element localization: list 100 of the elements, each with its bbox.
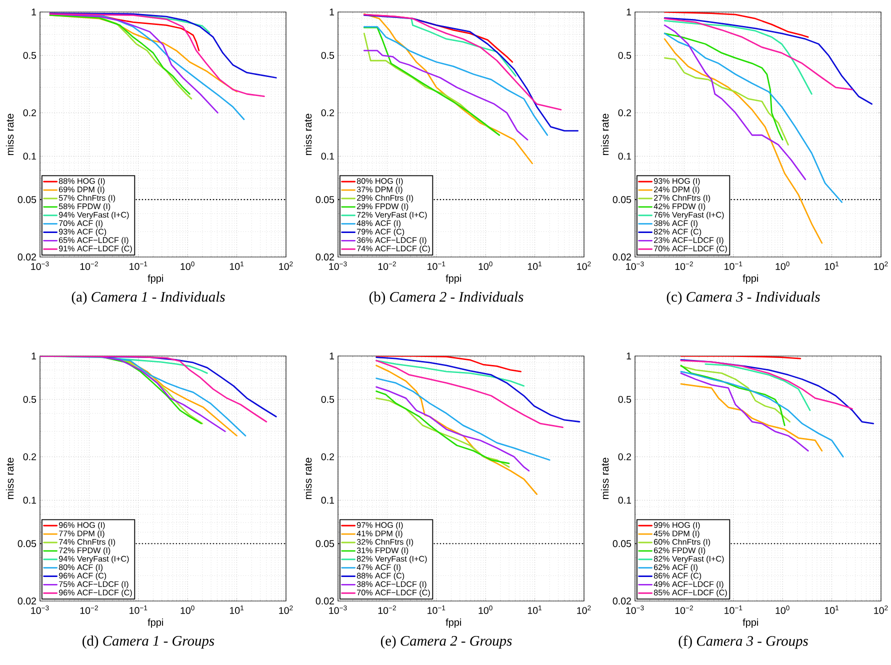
y-tick-label: 0.02 xyxy=(316,598,334,604)
legend-label: 96% ACF (C) xyxy=(58,572,106,580)
y-tick-label: 0.5 xyxy=(618,52,632,59)
y-tick-label: 0.2 xyxy=(321,109,334,116)
legend-label: 88% ACF (C) xyxy=(356,572,404,580)
legend-label: 70% ACF−LDCF (C) xyxy=(654,245,727,253)
x-tick-label: 10$^{0}$ xyxy=(478,262,492,270)
x-tick-label: 10$^{1}$ xyxy=(528,606,542,614)
y-axis-title: miss rate xyxy=(6,114,14,156)
legend-label: 82% VeryFast (I+C) xyxy=(654,556,724,564)
legend-label: 96% ACF−LDCF (C) xyxy=(58,589,132,597)
legend-label: 80% HOG (I) xyxy=(356,178,403,186)
y-axis-title: miss rate xyxy=(600,114,609,156)
legend-label: 91% ACF−LDCF (C) xyxy=(58,245,132,253)
x-axis-title: fppi xyxy=(446,274,461,284)
x-axis-title: fppi xyxy=(148,618,163,628)
legend-label: 74% ChnFtrs (I) xyxy=(59,538,116,546)
x-tick-label: 10$^{2}$ xyxy=(279,606,293,614)
legend-label: 94% VeryFast (I+C) xyxy=(58,556,129,564)
y-axis-title: miss rate xyxy=(600,458,609,500)
x-tick-label: 10$^{−1}$ xyxy=(130,262,148,270)
x-axis-title: fppi xyxy=(148,274,163,284)
legend-label: 80% ACF (I) xyxy=(58,564,102,572)
legend-label: 72% VeryFast (I+C) xyxy=(357,212,427,220)
x-tick-label: 10$^{2}$ xyxy=(874,262,888,270)
y-tick-label: 0.05 xyxy=(316,196,334,204)
y-axis-title: miss rate xyxy=(304,458,312,500)
legend-label: 85% ACF−LDCF (C) xyxy=(654,589,727,597)
legend-label: 29% FPDW (I) xyxy=(357,203,408,211)
y-tick-label: 0.2 xyxy=(23,453,36,460)
y-tick-label: 0.02 xyxy=(18,598,36,604)
y-tick-label: 0.05 xyxy=(18,196,36,204)
y-tick-label: 0.2 xyxy=(23,109,36,116)
x-tick-label: 10$^{0}$ xyxy=(180,262,194,270)
legend-label: 49% ACF−LDCF (I) xyxy=(654,581,724,589)
y-tick-label: 0.1 xyxy=(618,152,632,160)
x-tick-label: 10$^{−1}$ xyxy=(724,606,742,614)
legend-label: 77% DPM (I) xyxy=(59,530,104,538)
x-tick-label: 10$^{1}$ xyxy=(230,606,244,614)
legend-label: 70% ACF (I) xyxy=(59,220,102,228)
x-tick-label: 10$^{−2}$ xyxy=(378,606,396,614)
legend-label: 41% DPM (I) xyxy=(356,530,402,538)
x-tick-label: 10$^{−3}$ xyxy=(626,262,644,270)
x-tick-label: 10$^{−2}$ xyxy=(80,606,98,614)
x-tick-label: 10$^{−2}$ xyxy=(80,262,98,270)
legend-label: 86% ACF (C) xyxy=(654,572,702,580)
y-tick-label: 0.02 xyxy=(612,598,631,604)
x-tick-label: 10$^{2}$ xyxy=(577,262,591,270)
legend-label: 23% ACF−LDCF (I) xyxy=(654,237,724,245)
legend-label: 47% ACF (I) xyxy=(356,564,400,572)
x-tick-label: 10$^{−2}$ xyxy=(675,606,693,614)
legend-label: 96% HOG (I) xyxy=(58,522,105,530)
legend-label: 76% VeryFast (I+C) xyxy=(654,212,724,220)
x-tick-label: 10$^{−1}$ xyxy=(428,262,446,270)
text: (a) Camera 1 - Individuals xyxy=(72,292,225,305)
x-tick-label: 10$^{−3}$ xyxy=(31,262,49,270)
legend-label: 38% ACF−LDCF (I) xyxy=(356,581,426,589)
y-tick-label: 0.1 xyxy=(321,152,334,160)
y-tick-label: 0.1 xyxy=(23,496,36,504)
legend-label: 93% HOG (I) xyxy=(654,178,700,186)
legend-label: 42% FPDW (I) xyxy=(654,203,706,211)
x-tick-label: 10$^{0}$ xyxy=(776,262,790,270)
y-tick-label: 0.5 xyxy=(321,396,334,403)
y-tick-label: 1 xyxy=(626,352,632,360)
legend-label: 32% ChnFtrs (I) xyxy=(356,538,414,546)
legend-label: 94% VeryFast (I+C) xyxy=(58,212,129,220)
x-axis-title: fppi xyxy=(742,618,758,628)
x-tick-label: 10$^{−1}$ xyxy=(724,262,742,270)
y-tick-label: 0.05 xyxy=(612,196,632,204)
legend-label: 65% ACF−LDCF (I) xyxy=(59,237,128,245)
y-tick-label: 0.5 xyxy=(23,52,36,59)
x-tick-label: 10$^{−2}$ xyxy=(378,262,396,270)
text: (d) Camera 1 - Groups xyxy=(82,636,214,649)
legend-label: 88% HOG (I) xyxy=(58,178,105,186)
x-tick-label: 10$^{2}$ xyxy=(279,262,293,270)
text: (e) Camera 2 - Groups xyxy=(380,636,512,649)
y-tick-label: 0.1 xyxy=(321,496,334,504)
x-tick-label: 10$^{2}$ xyxy=(577,606,591,614)
x-tick-label: 10$^{1}$ xyxy=(824,606,839,614)
legend-label: 29% ChnFtrs (I) xyxy=(357,194,414,202)
x-tick-label: 10$^{0}$ xyxy=(478,606,492,614)
y-tick-label: 0.02 xyxy=(316,254,334,260)
y-tick-label: 0.1 xyxy=(618,496,632,504)
y-tick-label: 0.05 xyxy=(18,540,36,548)
legend-label: 93% ACF (C) xyxy=(58,228,106,236)
legend-label: 82% ACF (C) xyxy=(654,228,702,236)
legend-label: 37% DPM (I) xyxy=(356,186,402,194)
legend-label: 38% ACF (I) xyxy=(654,220,698,228)
y-tick-label: 0.5 xyxy=(23,396,36,403)
legend-label: 45% DPM (I) xyxy=(654,530,700,538)
text: (c) Camera 3 - Individuals xyxy=(666,292,820,305)
x-tick-label: 10$^{−3}$ xyxy=(31,606,49,614)
legend-label: 82% VeryFast (I+C) xyxy=(356,556,427,564)
legend-label: 74% ACF−LDCF (C) xyxy=(357,245,430,253)
y-tick-label: 0.2 xyxy=(321,453,334,460)
legend-label: 62% ACF (I) xyxy=(654,564,698,572)
y-tick-label: 1 xyxy=(330,352,334,360)
x-tick-label: 10$^{1}$ xyxy=(230,262,244,270)
legend-label: 57% ChnFtrs (I) xyxy=(58,194,116,202)
legend-label: 62% FPDW (I) xyxy=(654,547,706,555)
